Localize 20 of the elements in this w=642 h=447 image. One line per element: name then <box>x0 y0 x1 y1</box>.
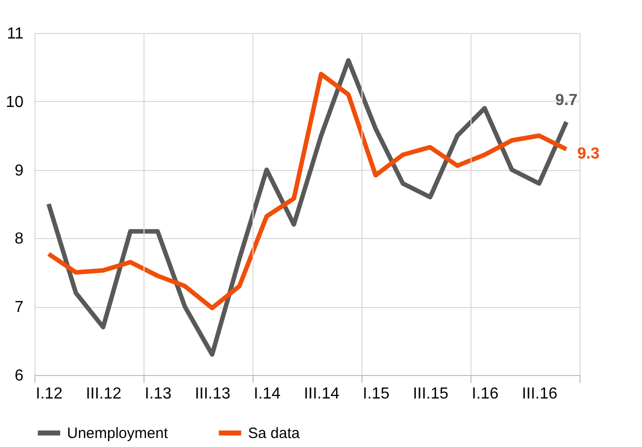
x-tick-label: I.13 <box>144 386 172 402</box>
y-tick-label: 8 <box>14 230 24 248</box>
data-label: 9.3 <box>577 145 600 162</box>
x-tick-label: III.16 <box>522 386 558 402</box>
y-tick-label: 11 <box>6 26 24 42</box>
y-tick-label: 7 <box>14 299 24 316</box>
x-tick-label: III.14 <box>304 386 340 402</box>
x-tick-label: III.13 <box>194 386 231 402</box>
legend-label: Sa data <box>248 425 300 442</box>
legend-label: Unemployment <box>67 425 169 442</box>
y-tick-label: 9 <box>14 162 24 180</box>
y-tick-label: 6 <box>14 368 24 384</box>
x-tick-label: III.12 <box>86 386 122 402</box>
x-tick-label: I.16 <box>472 386 499 402</box>
x-tick-label: III.15 <box>412 386 449 402</box>
x-tick-label: I.15 <box>362 386 390 402</box>
y-tick-label: 10 <box>6 94 24 111</box>
x-tick-label: I.12 <box>36 386 63 402</box>
x-tick-label: I.14 <box>254 386 281 402</box>
data-label: 9.7 <box>555 92 578 109</box>
